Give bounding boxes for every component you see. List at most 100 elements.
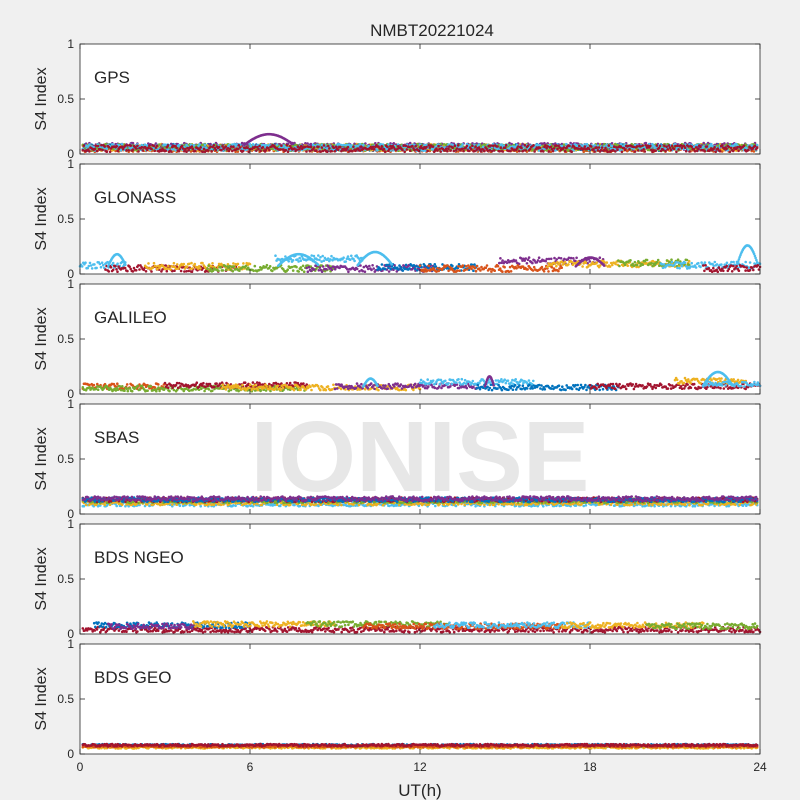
data-point — [268, 149, 271, 152]
data-point — [307, 145, 311, 148]
data-point — [284, 148, 288, 152]
data-point — [693, 149, 697, 153]
data-point — [131, 148, 135, 151]
data-point — [313, 268, 316, 271]
data-point — [449, 149, 452, 152]
data-point — [408, 149, 412, 152]
data-point — [452, 149, 456, 153]
data-point — [437, 144, 440, 148]
data-point — [563, 149, 567, 153]
data-point — [230, 265, 233, 269]
data-point — [142, 268, 146, 272]
data-point — [248, 262, 252, 266]
data-point — [462, 149, 465, 153]
data-point — [547, 150, 551, 153]
data-point — [107, 270, 111, 273]
data-point — [720, 150, 724, 153]
data-point — [107, 145, 111, 149]
data-point — [119, 148, 123, 152]
data-point — [431, 145, 435, 148]
data-point — [351, 149, 354, 153]
data-point — [105, 150, 109, 153]
data-point — [224, 268, 228, 272]
data-point — [725, 147, 728, 151]
data-point — [166, 144, 170, 147]
data-point — [164, 149, 168, 153]
data-point — [342, 256, 345, 260]
data-point — [348, 258, 352, 262]
data-point — [332, 265, 336, 269]
data-point — [111, 261, 115, 265]
data-point — [592, 148, 595, 151]
data-point — [317, 269, 321, 272]
data-point — [690, 145, 693, 149]
data-point — [456, 150, 460, 153]
data-point — [153, 149, 157, 153]
data-point — [274, 254, 277, 257]
data-point — [101, 263, 105, 267]
data-point — [108, 150, 112, 154]
data-point — [231, 149, 234, 153]
data-point — [182, 262, 186, 266]
data-point — [504, 143, 508, 147]
data-point — [320, 270, 324, 274]
data-point — [286, 150, 290, 153]
data-point — [152, 144, 156, 148]
data-point — [84, 261, 87, 265]
data-point — [291, 259, 295, 262]
data-point — [147, 262, 150, 265]
data-point — [615, 146, 618, 149]
data-point — [438, 147, 441, 151]
data-point — [556, 147, 559, 151]
data-point — [687, 145, 690, 148]
data-point — [532, 144, 535, 147]
data-point — [238, 269, 241, 273]
data-point — [447, 147, 450, 150]
data-point — [217, 145, 221, 149]
data-point — [198, 148, 201, 152]
data-point — [549, 150, 553, 153]
data-point — [676, 144, 679, 148]
data-point — [544, 144, 547, 147]
data-point — [210, 149, 213, 153]
data-point — [265, 263, 269, 267]
data-point — [217, 269, 220, 273]
data-point — [254, 149, 258, 152]
data-point — [318, 266, 322, 269]
data-point — [627, 144, 630, 148]
data-point — [236, 262, 240, 266]
plot-area — [80, 164, 760, 274]
data-point — [411, 144, 414, 148]
data-point — [120, 145, 124, 148]
data-point — [523, 144, 527, 147]
data-point — [590, 145, 593, 148]
data-point — [319, 150, 323, 153]
data-point — [312, 146, 316, 149]
data-point — [658, 144, 662, 148]
data-point — [95, 149, 99, 153]
data-point — [206, 267, 209, 270]
data-point — [612, 145, 616, 148]
data-point — [114, 265, 117, 268]
data-point — [526, 144, 530, 148]
data-point — [131, 270, 135, 273]
data-point — [492, 149, 496, 152]
data-point — [168, 144, 172, 148]
data-point — [667, 144, 671, 147]
data-point — [307, 265, 311, 269]
data-point — [90, 267, 94, 270]
data-point — [287, 260, 291, 263]
data-point — [615, 143, 618, 147]
data-point — [155, 144, 159, 147]
data-point — [295, 148, 299, 151]
data-point — [137, 150, 140, 153]
data-point — [428, 146, 432, 149]
data-point — [470, 147, 473, 151]
data-point — [271, 269, 274, 273]
data-point — [597, 146, 601, 149]
data-point — [604, 146, 607, 150]
data-point — [152, 261, 156, 265]
data-point — [361, 269, 365, 273]
